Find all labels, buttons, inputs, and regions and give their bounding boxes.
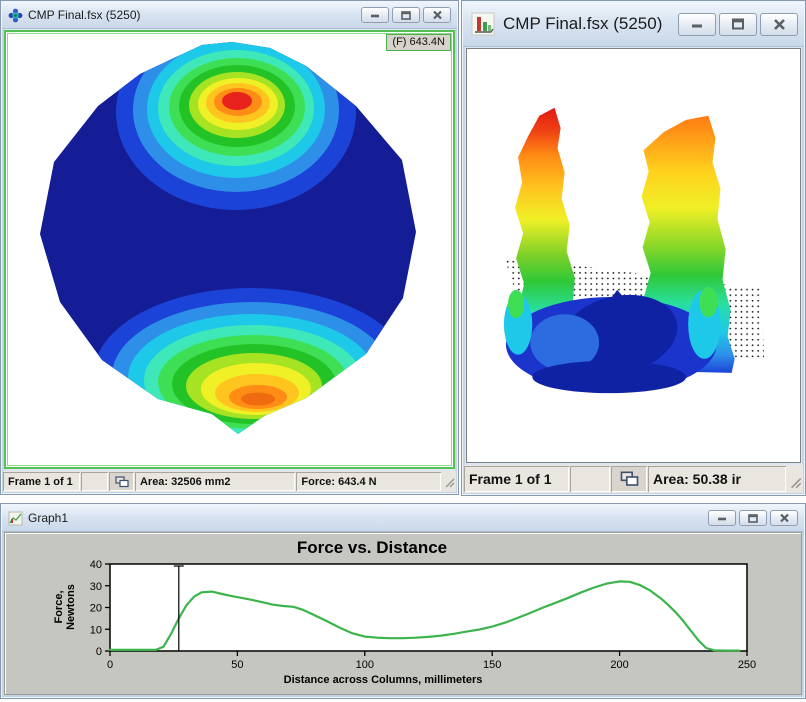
minimize-icon [692,24,702,27]
close-icon [773,18,785,30]
window-2d-statusbar: Frame 1 of 1 Area: 32506 mm2 Force: 643.… [3,471,456,492]
overlapping-windows-icon [620,471,638,486]
y-tick-label: 40 [90,559,102,571]
window-3d-title: CMP Final.fsx (5250) [503,14,663,33]
chart-3d-icon [463,12,503,36]
x-tick-label: 100 [356,659,374,671]
bowl-base [503,286,721,394]
minimize-button[interactable] [361,7,389,23]
close-icon [779,513,789,523]
restore-button[interactable] [739,510,767,526]
minimize-icon [371,14,379,18]
frames-button[interactable] [611,466,647,492]
close-button[interactable] [760,12,798,36]
window-3d-statusbar: Frame 1 of 1 Area: 50.38 ir [464,465,803,493]
chart-title: Force vs. Distance [296,538,448,557]
resize-grip[interactable] [442,475,456,492]
restore-icon [732,18,744,30]
app-flower-icon [2,8,28,23]
force-distance-plot: 0 50 100 150 200 250 0 10 20 30 40 [90,559,756,671]
line-chart-icon [2,511,28,526]
close-icon [432,10,442,20]
x-tick-label: 0 [107,659,113,671]
frame-indicator: Frame 1 of 1 [464,466,569,492]
status-spacer [81,472,108,491]
y-tick-label: 0 [96,646,102,658]
window-2d-map: CMP Final.fsx (5250) [0,0,459,495]
top-hotspot [116,42,356,210]
y-tick-label: 10 [90,624,102,636]
surface-plot-3d-canvas[interactable] [466,48,801,463]
x-axis-label: Distance across Columns, millimeters [283,674,483,686]
window-2d-title: CMP Final.fsx (5250) [28,8,141,22]
y-tick-label: 20 [90,603,102,615]
x-tick-label: 250 [738,659,756,671]
bottom-hotspot [94,288,410,434]
resize-grip[interactable] [787,474,803,493]
frame-indicator: Frame 1 of 1 [3,472,80,491]
x-tick-label: 150 [483,659,501,671]
x-tick-label: 50 [231,659,243,671]
minimize-icon [718,517,726,521]
status-spacer [570,466,610,492]
frames-button[interactable] [109,472,134,491]
surface-plot-3d [503,107,765,394]
window-3d-titlebar[interactable]: CMP Final.fsx (5250) [463,2,804,47]
x-tick-label: 200 [610,659,628,671]
restore-icon [748,513,758,523]
window-2d-titlebar[interactable]: CMP Final.fsx (5250) [2,2,457,29]
pressure-map-2d [40,42,416,434]
restore-icon [401,10,411,20]
minimize-button[interactable] [708,510,736,526]
force-overlay-badge: (F) 643.4N [386,34,451,51]
close-button[interactable] [770,510,798,526]
pressure-map-2d-canvas[interactable]: (F) 643.4N [4,30,455,469]
restore-button[interactable] [392,7,420,23]
y-tick-label: 30 [90,581,102,593]
window-graph-title: Graph1 [28,511,69,525]
force-curve [108,580,741,652]
y-axis-label: Force, Newtons [53,584,77,630]
area-readout: Area: 50.38 ir [648,466,786,492]
window-graph: Graph1 0 50 100 150 200 250 0 10 20 30 40 Force vs… [0,503,806,699]
window-3d-surface: CMP Final.fsx (5250) [461,0,806,496]
force-readout: Force: 643.4 N [296,472,441,491]
area-readout: Area: 32506 mm2 [135,472,295,491]
graph-canvas[interactable]: 0 50 100 150 200 250 0 10 20 30 40 Force vs. Dista… [4,532,802,695]
close-button[interactable] [423,7,451,23]
minimize-button[interactable] [678,12,716,36]
restore-button[interactable] [719,12,757,36]
overlapping-windows-icon [114,475,129,487]
window-graph-titlebar[interactable]: Graph1 [2,505,804,532]
